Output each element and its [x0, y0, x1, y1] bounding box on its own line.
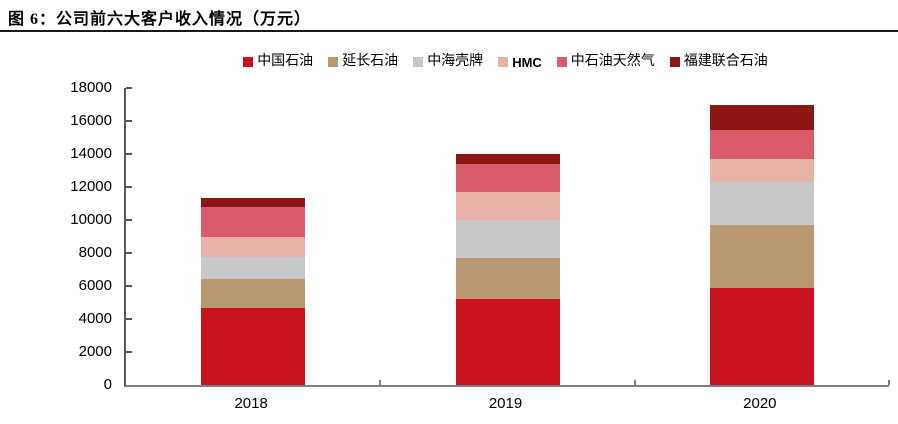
bar-segment-2019-HMC: [455, 191, 560, 220]
legend-item-4: HMC: [498, 56, 542, 69]
legend-item-3: 中海壳牌: [413, 55, 483, 69]
legend-label: 中国石油: [257, 54, 314, 69]
bar-segment-2020-HMC: [709, 159, 814, 182]
bar-segment-2018-福建联合石油: [201, 198, 306, 207]
bar-segment-2020-中海壳牌: [709, 181, 814, 225]
y-axis-tick: [126, 153, 132, 155]
legend-item-5: 中石油天然气: [556, 54, 655, 69]
legend-swatch-icon: [243, 57, 254, 67]
bar-segment-2020-中国石油: [709, 288, 814, 385]
legend-label: 中海壳牌: [427, 54, 484, 69]
y-axis-label: 12000: [70, 178, 112, 195]
y-axis-tick: [126, 87, 132, 89]
y-axis-tick: [126, 285, 132, 287]
bar-segment-2019-福建联合石油: [455, 154, 560, 165]
y-axis-tick: [126, 186, 132, 188]
y-axis-label: 18000: [70, 79, 112, 96]
legend-item-1: 中国石油: [243, 55, 313, 69]
y-axis-label: 14000: [70, 145, 112, 162]
figure-title: 图 6：公司前六大客户收入情况（万元）: [8, 11, 312, 28]
legend-swatch-icon: [669, 57, 680, 67]
bar-segment-2018-中石油天然气: [201, 206, 306, 237]
x-axis-label: 2020: [743, 395, 777, 412]
y-axis-label: 4000: [78, 310, 112, 327]
legend-label: 中石油天然气: [570, 54, 655, 69]
x-axis-tick: [888, 380, 890, 385]
chart-legend: 中国石油 延长石油 中海壳牌 HMC 中石油天然气 福建联合石油: [124, 52, 887, 72]
bar-segment-2020-中石油天然气: [709, 129, 814, 160]
y-axis-tick: [126, 318, 132, 320]
bar-segment-2018-HMC: [201, 236, 306, 257]
legend-swatch-icon: [413, 57, 424, 67]
bar-segment-2018-中海壳牌: [201, 256, 306, 279]
y-axis-tick: [126, 219, 132, 221]
legend-swatch-icon: [498, 57, 509, 67]
bar-segment-2019-中海壳牌: [455, 220, 560, 259]
x-axis-label: 2018: [234, 395, 268, 412]
bar-segment-2020-延长石油: [709, 224, 814, 289]
bar-segment-2019-延长石油: [455, 258, 560, 300]
plot-area: [124, 87, 890, 387]
y-axis-tick: [126, 252, 132, 254]
x-axis-tick: [379, 380, 382, 385]
bar-segment-2018-中国石油: [201, 308, 306, 385]
x-axis-tick: [633, 380, 636, 385]
bar-segment-2018-延长石油: [201, 278, 306, 309]
x-axis-label: 2019: [488, 395, 523, 412]
y-axis-label: 0: [103, 376, 112, 393]
y-axis-tick: [126, 351, 132, 353]
y-axis-tick: [126, 120, 132, 122]
legend-label: 延长石油: [342, 54, 399, 69]
legend-label: HMC: [512, 54, 542, 70]
bar-segment-2020-福建联合石油: [709, 105, 814, 130]
legend-swatch-icon: [556, 57, 567, 67]
y-axis-label: 8000: [78, 244, 112, 261]
legend-item-2: 延长石油: [328, 55, 398, 69]
bar-segment-2019-中石油天然气: [455, 164, 560, 192]
y-axis-label: 6000: [78, 277, 112, 294]
legend-item-6: 福建联合石油: [669, 54, 768, 69]
y-axis-label: 16000: [70, 112, 112, 129]
y-axis-label: 2000: [78, 343, 112, 360]
legend-label: 福建联合石油: [683, 54, 768, 69]
title-divider: [0, 30, 898, 32]
legend-swatch-icon: [328, 57, 339, 67]
y-axis-label: 10000: [70, 211, 112, 228]
bar-segment-2019-中国石油: [455, 299, 560, 385]
